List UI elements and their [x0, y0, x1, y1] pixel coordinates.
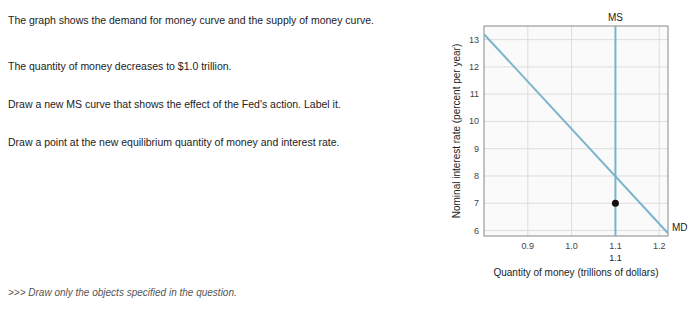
grid-line-y	[484, 148, 668, 149]
grid-line-y	[484, 39, 668, 40]
x-tick-label: 1.1	[609, 241, 622, 251]
plot-area	[484, 26, 668, 236]
annotation: 1.1	[609, 253, 622, 263]
x-tick-label: 1.0	[565, 241, 578, 251]
x-tick-label: 0.9	[522, 241, 535, 251]
y-tick-label: 10	[469, 116, 479, 126]
grid-line-y	[484, 94, 668, 95]
y-tick-label: 12	[469, 62, 479, 72]
y-axis-label: Nominal interest rate (percent per year)	[451, 44, 462, 219]
plot-frame	[484, 26, 668, 236]
x-tick-label: 1.2	[653, 241, 666, 251]
instruction-text: Draw a point at the new equilibrium quan…	[8, 136, 340, 148]
grid-line-y	[484, 66, 668, 67]
grid-line-x	[571, 26, 572, 236]
instruction-text: The graph shows the demand for money cur…	[8, 14, 374, 26]
x-axis-label: Quantity of money (trillions of dollars)	[493, 267, 658, 278]
grid-line-x	[527, 26, 528, 236]
vline-label: MS	[608, 12, 623, 23]
grid	[484, 26, 668, 236]
instruction-text: Draw a new MS curve that shows the effec…	[8, 98, 341, 110]
instruction-text: The quantity of money decreases to $1.0 …	[8, 60, 232, 72]
grid-line-y	[484, 176, 668, 177]
equilibrium-point	[612, 200, 619, 207]
y-tick-label: 13	[469, 35, 479, 45]
grid-line-x	[659, 26, 660, 236]
y-tick-label: 7	[474, 198, 479, 208]
series-line	[484, 34, 668, 233]
series-label: MD	[672, 222, 688, 233]
note-text: >>> Draw only the objects specified in t…	[8, 287, 237, 298]
y-tick-label: 8	[474, 171, 479, 181]
y-tick-label: 11	[470, 89, 479, 99]
y-tick-label: 6	[474, 226, 479, 236]
grid-line-y	[484, 230, 668, 231]
y-tick-label: 9	[474, 144, 479, 154]
data-layer	[484, 26, 668, 236]
grid-line-y	[484, 121, 668, 122]
chart: The graph shows the demand for money cur…	[0, 0, 700, 309]
